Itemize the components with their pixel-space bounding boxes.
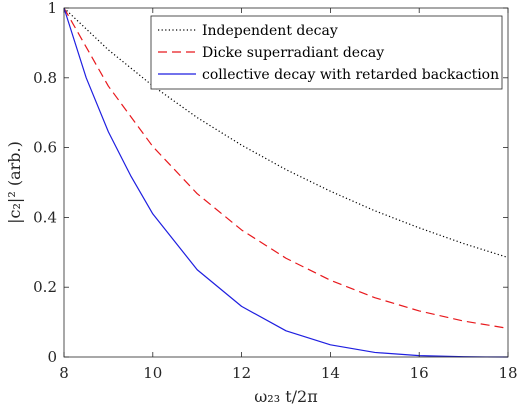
x-tick-label: 14 (321, 364, 340, 382)
x-axis-label: ω₂₃ t/2π (254, 387, 317, 406)
legend-label-2: Dicke superradiant decay (202, 45, 384, 61)
legend: Independent decay Dicke superradiant deca… (150, 15, 503, 90)
x-tick-label: 10 (143, 364, 162, 382)
x-tick-label: 8 (59, 364, 69, 382)
legend-label-1: Independent decay (202, 23, 338, 39)
x-tick-label: 16 (410, 364, 429, 382)
tick-labels: 8 10 12 14 16 18 0 0.2 0.4 0.6 0.8 1 (33, 0, 517, 382)
y-tick-label: 0.6 (33, 139, 57, 157)
y-tick-label: 0.4 (33, 208, 57, 226)
y-tick-label: 0.2 (33, 278, 57, 296)
y-tick-label: 0.8 (33, 69, 57, 87)
y-axis-label: |c₂|² (arb.) (5, 141, 24, 224)
legend-label-3: collective decay with retarded backactio… (202, 67, 499, 83)
series-line-2 (63, 7, 509, 329)
y-tick-label: 1 (47, 0, 57, 17)
plot-curves (63, 7, 509, 358)
y-tick-label: 0 (47, 348, 57, 366)
plot-frame (63, 7, 509, 358)
legend-box (150, 15, 503, 90)
series-line-3 (63, 7, 509, 358)
x-tick-label: 12 (232, 364, 251, 382)
x-tick-label: 18 (498, 364, 517, 382)
